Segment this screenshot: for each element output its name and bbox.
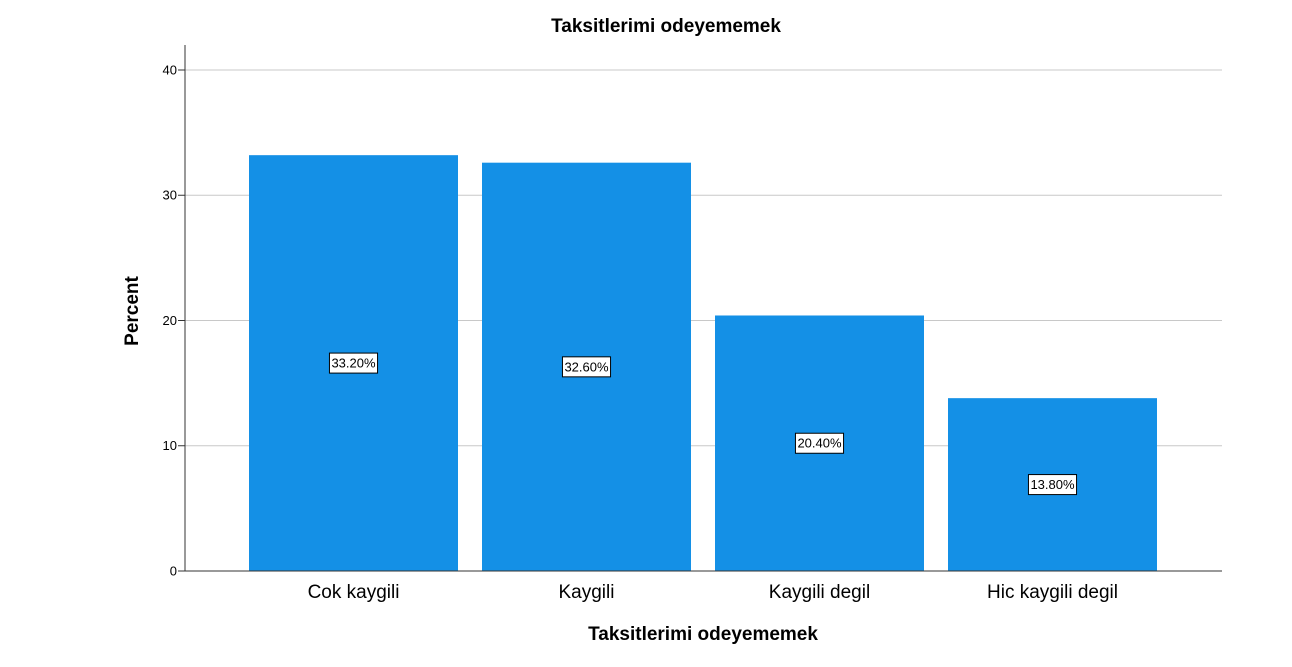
value-label-box	[561, 356, 612, 378]
value-label-box	[328, 352, 379, 374]
y-tick-label: 20	[163, 313, 177, 328]
value-label: 13.80%	[1030, 477, 1075, 492]
value-label: 33.20%	[331, 356, 376, 371]
value-label: 20.40%	[797, 436, 842, 451]
chart-title: Taksitlerimi odeyememek	[551, 16, 781, 37]
y-tick-label: 30	[163, 188, 177, 203]
value-label-box	[794, 432, 845, 454]
x-tick-label: Kaygili	[559, 582, 615, 603]
value-label: 32.60%	[564, 359, 609, 374]
y-tick-label: 0	[170, 563, 177, 578]
x-axis-title: Taksitlerimi odeyememek	[588, 624, 818, 645]
y-tick-label: 10	[163, 438, 177, 453]
x-tick-label: Cok kaygili	[308, 582, 400, 603]
value-label-box	[1027, 474, 1078, 496]
x-tick-label: Kaygili degil	[769, 582, 870, 603]
x-tick-label: Hic kaygili degil	[987, 582, 1118, 603]
y-tick-label: 40	[163, 62, 177, 77]
y-axis-title: Percent	[122, 275, 143, 345]
